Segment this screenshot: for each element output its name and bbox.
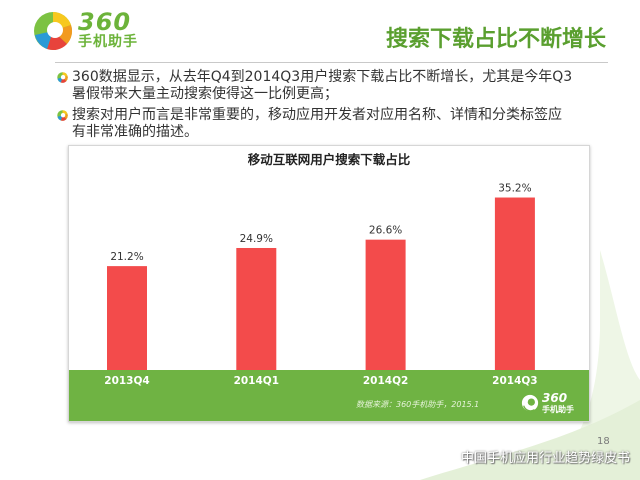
chart-source: 数据来源：360手机助手，2015.1 — [356, 400, 480, 409]
value-label-2013Q4: 21.2% — [110, 251, 143, 263]
bullet-item: 360数据显示，从去年Q4到2014Q3用户搜索下载占比不断增长，尤其是今年Q3… — [56, 69, 596, 103]
category-label-2013Q4: 2013Q4 — [104, 375, 149, 387]
360-ball-bullet-icon — [57, 110, 68, 121]
chart-plot: 21.2% 2013Q4 24.9% 2014Q1 26.6% 2014Q2 35.2% 20… — [104, 183, 537, 387]
category-band — [69, 370, 589, 421]
watermark-text: 中国手机应用行业趋势绿皮书 — [461, 451, 631, 466]
category-label-2014Q3: 2014Q3 — [492, 375, 537, 387]
bullet-text-line: 360数据显示，从去年Q4到2014Q3用户搜索下载占比不断增长，尤其是今年Q3 — [72, 69, 573, 85]
category-label-2014Q1: 2014Q1 — [234, 375, 279, 387]
chart-360-logo: 360 手机助手 — [521, 392, 585, 416]
bullet-item: 搜索对用户而言是非常重要的，移动应用开发者对应用名称、详情和分类标签应 有非常准… — [56, 107, 596, 141]
bullet-text-line: 搜索对用户而言是非常重要的，移动应用开发者对应用名称、详情和分类标签应 — [72, 107, 562, 123]
bullet-text-line: 有非常准确的描述。 — [72, 124, 198, 140]
chart-logo-number: 360 — [542, 391, 568, 405]
bar-chart: 移动互联网用户搜索下载占比 21.2% 2013Q4 24.9% 2014Q1 26.6… — [68, 145, 590, 422]
bar-2013Q4 — [107, 266, 147, 370]
value-label-2014Q2: 26.6% — [369, 225, 402, 237]
360-ball-bullet-icon — [57, 72, 68, 83]
value-label-2014Q1: 24.9% — [240, 233, 273, 245]
bar-2014Q3 — [494, 197, 535, 370]
slide-title: 搜索下载占比不断增长 — [385, 27, 606, 52]
bar-2014Q2 — [365, 239, 406, 370]
logo-number: 360 — [78, 8, 132, 36]
chart-title: 移动互联网用户搜索下载占比 — [247, 152, 411, 167]
bullet-text-line: 暑假带来大量主动搜索使得这一比例更高； — [72, 86, 338, 102]
bullet-list: 360数据显示，从去年Q4到2014Q3用户搜索下载占比不断增长，尤其是今年Q3… — [56, 69, 596, 145]
page-number: 18 — [597, 436, 610, 447]
category-label-2014Q2: 2014Q2 — [363, 375, 408, 387]
chart-logo-name: 手机助手 — [542, 405, 574, 414]
360-ball-white-icon — [521, 394, 539, 412]
360-ball-logo-icon — [34, 12, 73, 51]
bar-2014Q1 — [236, 247, 277, 370]
logo-name: 手机助手 — [78, 34, 138, 50]
header-divider — [55, 62, 608, 63]
value-label-2014Q3: 35.2% — [498, 183, 531, 195]
